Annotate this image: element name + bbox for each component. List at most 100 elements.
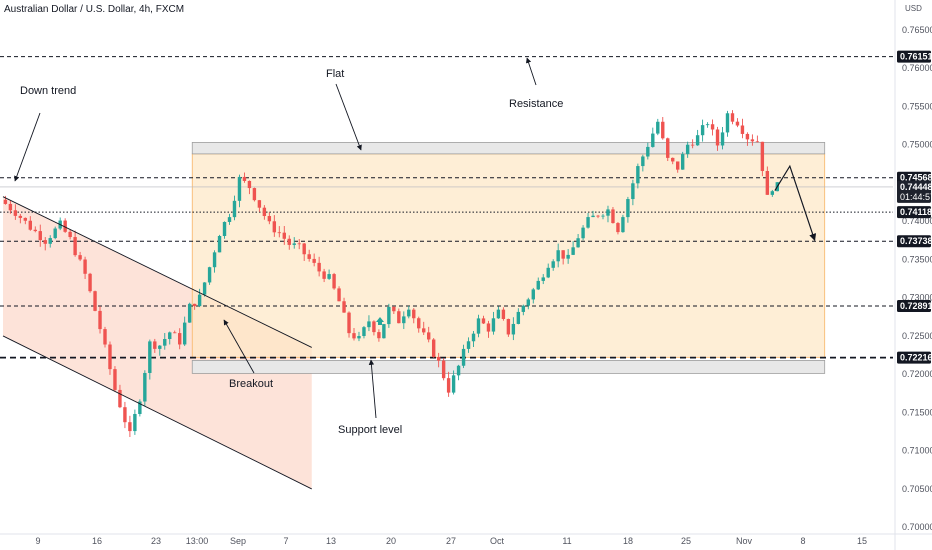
- time-axis-tick-4: Sep: [230, 536, 246, 546]
- time-axis-tick-13: Nov: [736, 536, 753, 546]
- candle-body: [197, 294, 202, 307]
- candle-body: [13, 210, 18, 216]
- annotation-resistance: Resistance: [509, 98, 563, 110]
- candle: [531, 287, 535, 304]
- candle: [38, 224, 42, 247]
- candle: [317, 256, 321, 277]
- price-axis-tick-9: 0.72000: [902, 369, 932, 379]
- candle: [571, 241, 575, 256]
- candle: [501, 307, 506, 321]
- candle: [168, 331, 172, 345]
- price-tags-layer: 0.76151 0.74568 0.74118 0.73738 0.72891 0.722…: [897, 50, 932, 364]
- candle: [297, 239, 301, 250]
- currency-badge[interactable]: USD: [905, 4, 922, 13]
- candle-body: [63, 220, 67, 232]
- candle-body: [302, 243, 306, 255]
- candle-body: [715, 129, 720, 146]
- candle-body: [581, 227, 585, 239]
- candle-body: [123, 407, 127, 423]
- candle: [367, 315, 371, 332]
- candle-body: [362, 327, 366, 337]
- candle: [561, 250, 565, 265]
- price-tag-bg-3: [897, 235, 931, 248]
- candle: [765, 166, 770, 195]
- candle: [327, 269, 331, 280]
- candle-body: [666, 138, 670, 158]
- candle-body: [153, 341, 157, 349]
- candle: [461, 344, 466, 369]
- candle-body: [217, 235, 222, 253]
- candle: [178, 328, 182, 350]
- candle: [78, 251, 82, 262]
- candle-body: [103, 329, 107, 345]
- candle: [192, 303, 197, 310]
- candle-body: [755, 141, 760, 143]
- candle-body: [551, 261, 555, 268]
- candle: [392, 306, 396, 315]
- candle: [402, 311, 406, 330]
- candle-body: [750, 139, 755, 142]
- price-tag-bg-4: [897, 300, 931, 313]
- candle-body: [292, 243, 296, 245]
- candle: [591, 210, 595, 218]
- candle-body: [546, 267, 550, 278]
- candle: [735, 118, 740, 128]
- time-axis[interactable]: 9 16 23 13:00 Sep 7 13 20 27 Oct 11 18 25 Nov 8 15: [35, 536, 867, 546]
- candle: [68, 229, 72, 240]
- candle: [113, 366, 117, 392]
- price-tag-5: 0.72216: [900, 353, 932, 363]
- candle-body: [143, 372, 147, 402]
- candle: [715, 126, 720, 151]
- candle-body: [561, 250, 565, 259]
- candle-body: [148, 341, 152, 373]
- candle-body: [446, 378, 451, 393]
- candle: [182, 316, 187, 347]
- candle: [312, 253, 316, 267]
- candle: [138, 399, 142, 417]
- candle: [581, 225, 585, 241]
- price-tag-3: 0.73738: [900, 236, 932, 246]
- candle: [521, 304, 526, 316]
- candle: [372, 320, 376, 336]
- candle: [3, 195, 8, 205]
- candle: [740, 118, 745, 139]
- candle-body: [765, 171, 770, 195]
- candle-body: [586, 217, 590, 228]
- candle-body: [168, 332, 172, 340]
- candle-body: [556, 250, 560, 262]
- price-axis[interactable]: 0.765000.760000.755000.750000.745000.740…: [902, 25, 932, 532]
- candle: [481, 315, 486, 325]
- candle: [23, 217, 28, 225]
- candle-body: [83, 259, 87, 274]
- candle: [43, 237, 47, 251]
- candle-body: [641, 156, 645, 167]
- candle: [217, 234, 222, 253]
- candle-body: [222, 221, 227, 236]
- candle: [621, 214, 625, 233]
- price-axis-tick-0: 0.76500: [902, 25, 932, 35]
- candle: [387, 303, 391, 328]
- candle-body: [307, 254, 311, 259]
- candle-body: [212, 252, 217, 268]
- candle-body: [536, 280, 540, 290]
- candle: [651, 127, 655, 148]
- candle: [526, 297, 530, 310]
- candle-body: [53, 228, 57, 239]
- candle: [770, 189, 775, 197]
- price-tag-bg-5: [897, 351, 931, 364]
- candle-body: [481, 318, 486, 324]
- candle-body: [322, 271, 326, 279]
- candle-body: [128, 422, 132, 432]
- drawings-layer: [2, 57, 817, 490]
- candle: [536, 277, 540, 291]
- candle: [436, 352, 441, 368]
- candle-body: [372, 321, 376, 333]
- candle-body: [113, 369, 117, 390]
- candle: [491, 311, 496, 335]
- candle: [680, 151, 685, 170]
- candles-layer: [3, 110, 779, 438]
- price-axis-tick-13: 0.70000: [902, 522, 932, 532]
- candle: [272, 215, 277, 237]
- candle: [287, 235, 291, 250]
